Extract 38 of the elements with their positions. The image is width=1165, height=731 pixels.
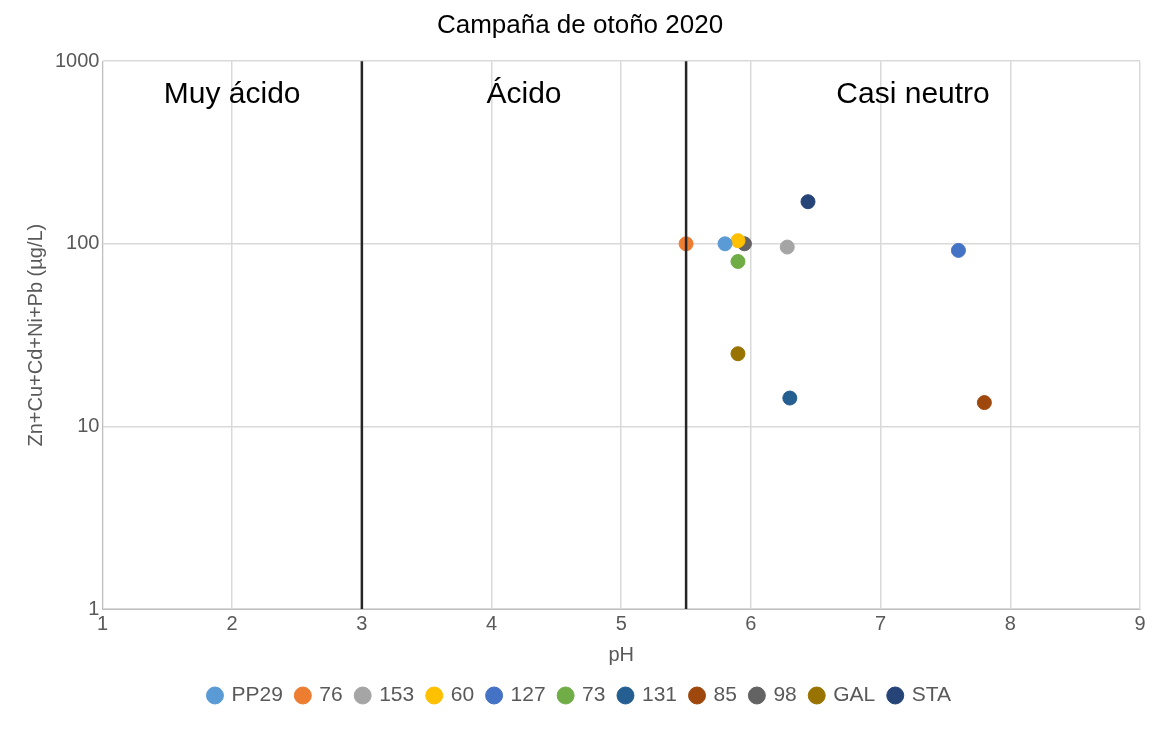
point [950,242,966,258]
y-tick-label: 1 [88,596,100,619]
point [976,395,992,411]
legend-label: 76 [319,682,343,706]
point [730,233,746,249]
annotation: Muy ácido [163,76,301,110]
point [730,254,746,269]
x-tick-label: 6 [745,611,757,634]
y-axis-title: Zn+Cu+Cd+Ni+Pb (µg/L) [23,223,46,447]
legend-label: 60 [450,682,475,706]
y-tick-label: 1000 [54,48,100,71]
point [730,346,746,362]
legend-label: 98 [773,682,797,706]
legend-label: 85 [713,682,737,706]
legend-label: 153 [379,682,415,706]
point [782,390,798,406]
x-tick-label: 4 [486,611,498,634]
y-tick-label: 100 [66,231,100,254]
legend-label: 127 [510,682,546,706]
legend-label: 131 [641,682,678,706]
x-tick-label: 5 [615,611,627,634]
annotation: Casi neutro [836,76,990,110]
x-tick-label: 2 [226,611,238,634]
x-tick-label: 8 [1004,611,1016,634]
chart-title: Campaña de otoño 2020 [436,8,724,39]
y-tick-label: 10 [77,413,100,436]
x-tick-label: 7 [875,611,887,634]
legend-label: 73 [582,682,606,706]
legend-label: PP29 [231,682,283,706]
annotation: Ácido [486,76,562,110]
x-tick-label: 9 [1134,611,1146,634]
legend-label: STA [911,682,952,706]
x-tick-label: 3 [356,611,368,634]
legend-label: GAL [833,682,876,706]
point [800,194,816,210]
x-axis-title: pH [608,642,635,665]
point [717,236,733,252]
point [779,239,795,255]
